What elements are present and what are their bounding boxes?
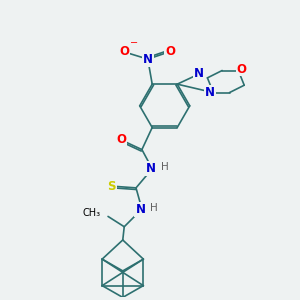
Text: H: H <box>161 162 169 172</box>
Text: N: N <box>135 202 146 216</box>
Text: N: N <box>143 52 153 66</box>
Text: H: H <box>150 202 158 213</box>
Text: O: O <box>165 45 175 58</box>
Text: O: O <box>237 62 247 76</box>
Text: N: N <box>194 68 204 80</box>
Text: CH₃: CH₃ <box>82 208 101 218</box>
Text: O: O <box>116 134 126 146</box>
Text: O: O <box>119 45 129 58</box>
Text: N: N <box>206 86 215 99</box>
Text: N: N <box>146 162 156 175</box>
Text: −: − <box>130 38 138 48</box>
Text: S: S <box>108 180 116 193</box>
